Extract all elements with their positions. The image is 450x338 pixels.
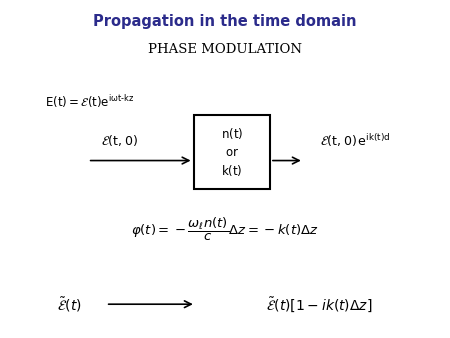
- Text: $\mathcal{E}\mathrm{(t,0)}$: $\mathcal{E}\mathrm{(t,0)}$: [101, 133, 138, 148]
- Text: $\tilde{\mathcal{E}}(t)$: $\tilde{\mathcal{E}}(t)$: [58, 295, 82, 314]
- Bar: [194, 115, 270, 189]
- Text: $\mathcal{E}\mathrm{(t,0)\,e^{ik(t)d}}$: $\mathcal{E}\mathrm{(t,0)\,e^{ik(t)d}}$: [320, 132, 391, 149]
- Text: $\mathrm{n(t)}$: $\mathrm{n(t)}$: [220, 126, 243, 141]
- Text: $\mathrm{or}$: $\mathrm{or}$: [225, 146, 239, 159]
- Text: $\varphi(t) = -\dfrac{\omega_\ell n(t)}{c}\Delta z = -k(t)\Delta z$: $\varphi(t) = -\dfrac{\omega_\ell n(t)}{…: [131, 216, 319, 243]
- Text: $\mathrm{k(t)}$: $\mathrm{k(t)}$: [221, 163, 243, 178]
- Text: Propagation in the time domain: Propagation in the time domain: [93, 15, 357, 29]
- Text: PHASE MODULATION: PHASE MODULATION: [148, 43, 302, 55]
- Text: $\tilde{\mathcal{E}}(t)[1 - ik(t)\Delta z]$: $\tilde{\mathcal{E}}(t)[1 - ik(t)\Delta …: [266, 295, 373, 314]
- Text: $\mathrm{E(t)} = \mathcal{E}\mathrm{(t)e^{i\omega t\text{-}kz}}$: $\mathrm{E(t)} = \mathcal{E}\mathrm{(t)e…: [45, 93, 135, 110]
